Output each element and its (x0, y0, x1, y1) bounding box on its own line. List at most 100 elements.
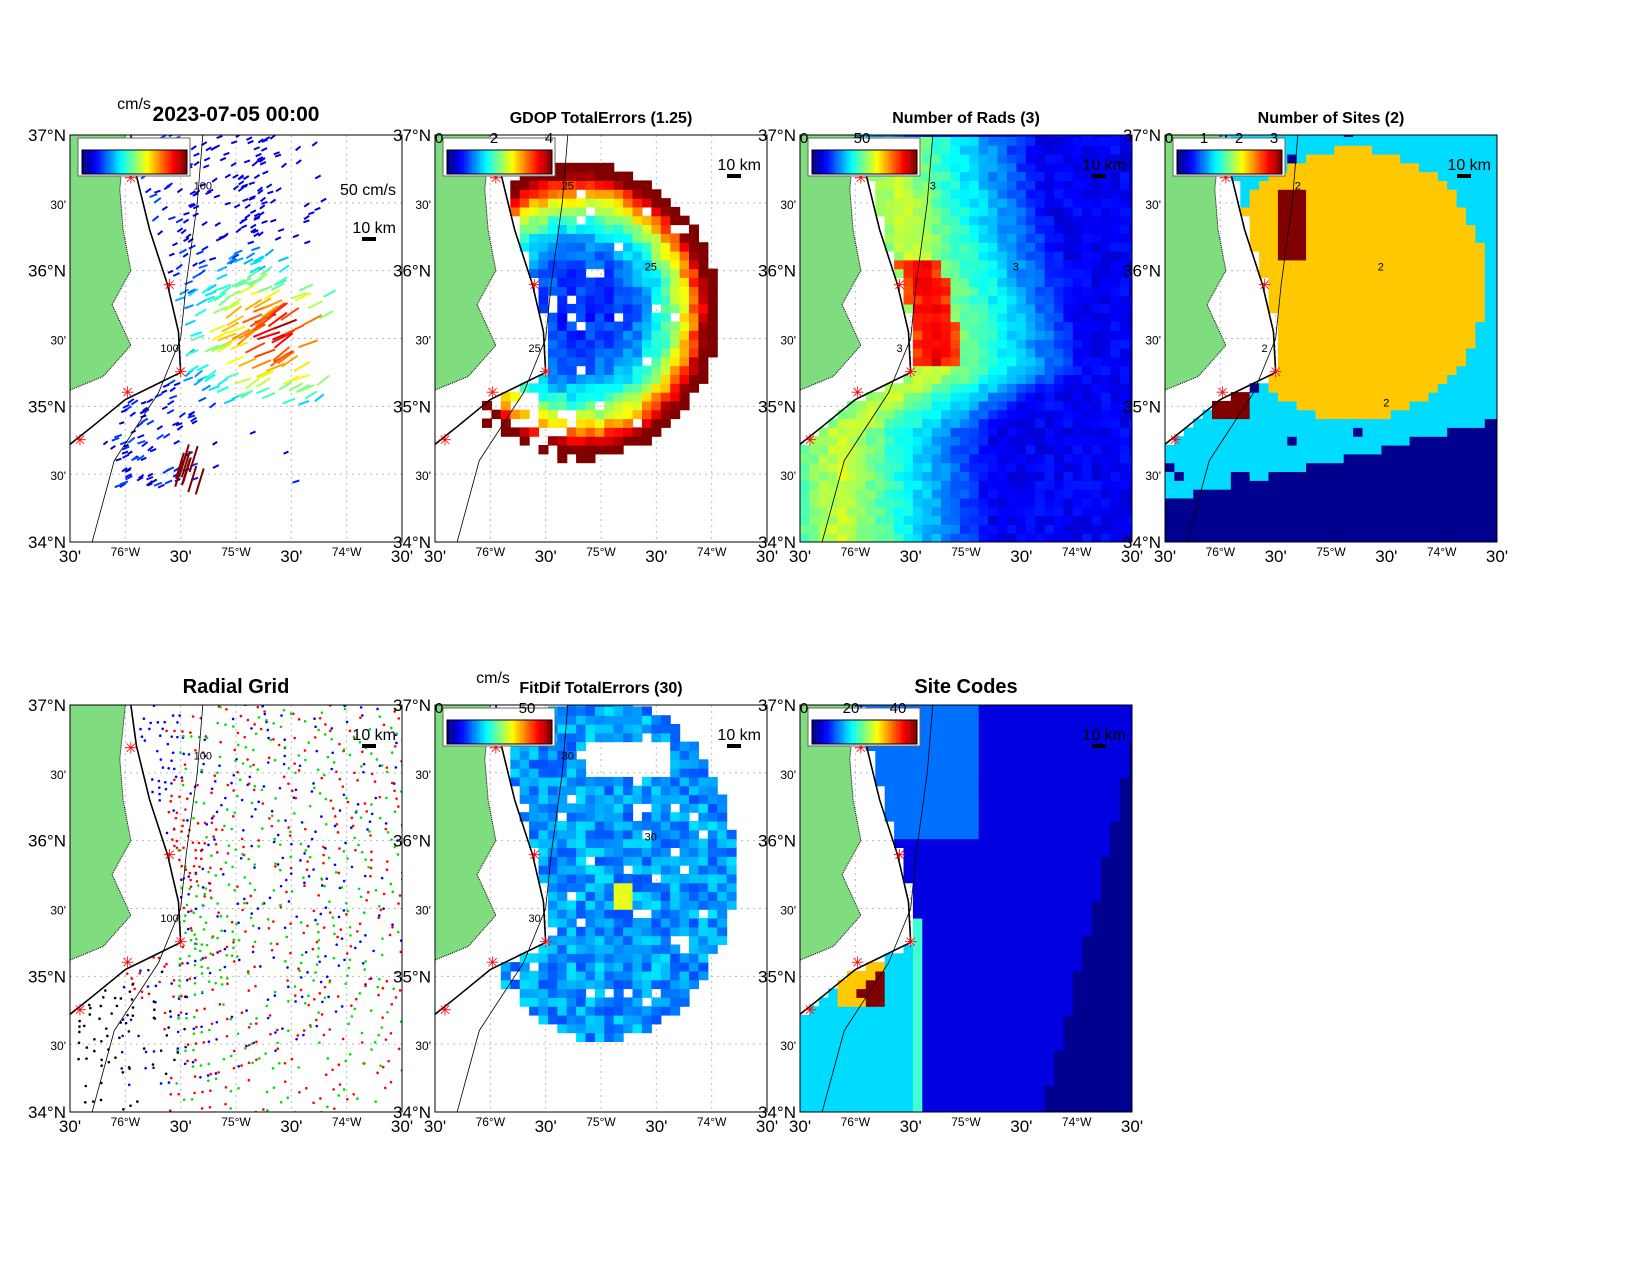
heatmap-cell (1091, 497, 1102, 508)
heatmap-cell (1101, 145, 1111, 155)
heatmap-cell (1428, 242, 1439, 252)
heatmap-cell (1035, 533, 1046, 542)
heatmap-cell (1016, 348, 1027, 358)
current-vector (253, 297, 272, 309)
heatmap-cell (912, 409, 923, 420)
heatmap-cell (660, 330, 671, 340)
heatmap-cell (1091, 295, 1102, 305)
heatmap-cell (1016, 215, 1027, 226)
radial-grid-point (226, 460, 229, 463)
heatmap-cell (978, 480, 989, 490)
current-vector (184, 280, 194, 286)
heatmap-cell (1110, 321, 1121, 331)
colorbar-swatch (535, 150, 538, 174)
radial-grid-point (255, 1040, 258, 1044)
heatmap-cell (670, 251, 681, 261)
heatmap-cell (1249, 462, 1260, 472)
heatmap-cell (651, 251, 662, 261)
heatmap-cell (903, 445, 914, 455)
heatmap-cell (912, 480, 923, 490)
heatmap-cell (1428, 392, 1439, 402)
heatmap-cell (1063, 321, 1074, 331)
heatmap-cell (689, 251, 699, 261)
current-vector (137, 434, 145, 439)
radial-grid-point (324, 723, 327, 726)
heatmap-cell (566, 268, 577, 278)
radial-grid-point (195, 1009, 199, 1012)
current-vector (273, 332, 294, 349)
heatmap-cell (1072, 524, 1083, 534)
lon-tick-label: 30' (59, 547, 81, 566)
heatmap-cell (922, 453, 933, 464)
heatmap-cell (875, 497, 886, 508)
radial-grid-point (208, 889, 212, 892)
heatmap-cell (988, 198, 999, 208)
heatmap-cell (1381, 206, 1392, 217)
heatmap-cell (847, 436, 857, 446)
heatmap-cell (557, 295, 568, 305)
heatmap-cell (978, 251, 989, 261)
heatmap-cell (912, 462, 923, 472)
heatmap-cell (1119, 462, 1130, 472)
heatmap-cell (1082, 162, 1093, 173)
heatmap-cell (604, 206, 615, 217)
heatmap-cell (1400, 206, 1411, 217)
radial-grid-point (284, 819, 287, 822)
heatmap-cell (1353, 339, 1364, 349)
heatmap-cell (1006, 515, 1017, 525)
heatmap-cell (837, 497, 848, 508)
current-vector (262, 170, 269, 175)
radial-grid-point (240, 1064, 243, 1067)
heatmap-cell (1296, 206, 1307, 217)
heatmap-cell (997, 330, 1008, 340)
current-vector (121, 450, 129, 455)
heatmap-cell (818, 453, 829, 464)
heatmap-cell (1428, 427, 1439, 437)
heatmap-cell (1315, 533, 1326, 542)
radial-grid-point (349, 944, 353, 948)
heatmap-cell (632, 303, 643, 314)
heatmap-cell (1091, 409, 1102, 420)
heatmap-cell (1306, 497, 1317, 508)
heatmap-cell (1259, 242, 1270, 252)
colorbar-swatch (166, 150, 169, 174)
heatmap-cell (1129, 135, 1132, 137)
heatmap-cell (1249, 180, 1260, 190)
radial-grid-point (146, 509, 149, 512)
current-vector (233, 203, 241, 209)
heatmap-cell (818, 462, 829, 472)
radial-grid-point (239, 856, 243, 860)
heatmap-cell (1371, 409, 1382, 420)
heatmap-cell (1277, 339, 1288, 349)
heatmap-cell (997, 162, 1008, 173)
heatmap-cell (922, 251, 933, 261)
heatmap-cell (1035, 330, 1046, 340)
heatmap-cell (912, 436, 923, 446)
lon-tick-label: 30' (1154, 547, 1176, 566)
heatmap-cell (1063, 330, 1074, 340)
radial-grid-point (170, 462, 173, 465)
radial-grid-point (295, 578, 298, 581)
colorbar-swatch (149, 150, 152, 174)
heatmap-cell (988, 480, 999, 490)
radial-grid-point (186, 1059, 189, 1063)
lat-tick-label: 30' (415, 198, 431, 212)
radial-grid-point (188, 871, 192, 875)
radial-grid-point (201, 867, 205, 871)
heatmap-cell (1494, 489, 1497, 499)
heatmap-cell (1324, 427, 1335, 437)
heatmap-cell (959, 453, 970, 464)
heatmap-cell (1110, 515, 1121, 525)
heatmap-cell (623, 286, 634, 296)
radial-grid-point (303, 852, 306, 855)
heatmap-cell (931, 198, 942, 208)
radial-grid-point (247, 1043, 251, 1047)
heatmap-cell (1494, 418, 1497, 428)
heatmap-cell (1277, 515, 1288, 525)
heatmap-cell (959, 321, 970, 331)
heatmap-cell (941, 480, 952, 490)
radial-grid-point (289, 872, 293, 875)
heatmap-cell (557, 445, 568, 455)
heatmap-cell (941, 348, 952, 358)
heatmap-cell (1016, 259, 1027, 270)
